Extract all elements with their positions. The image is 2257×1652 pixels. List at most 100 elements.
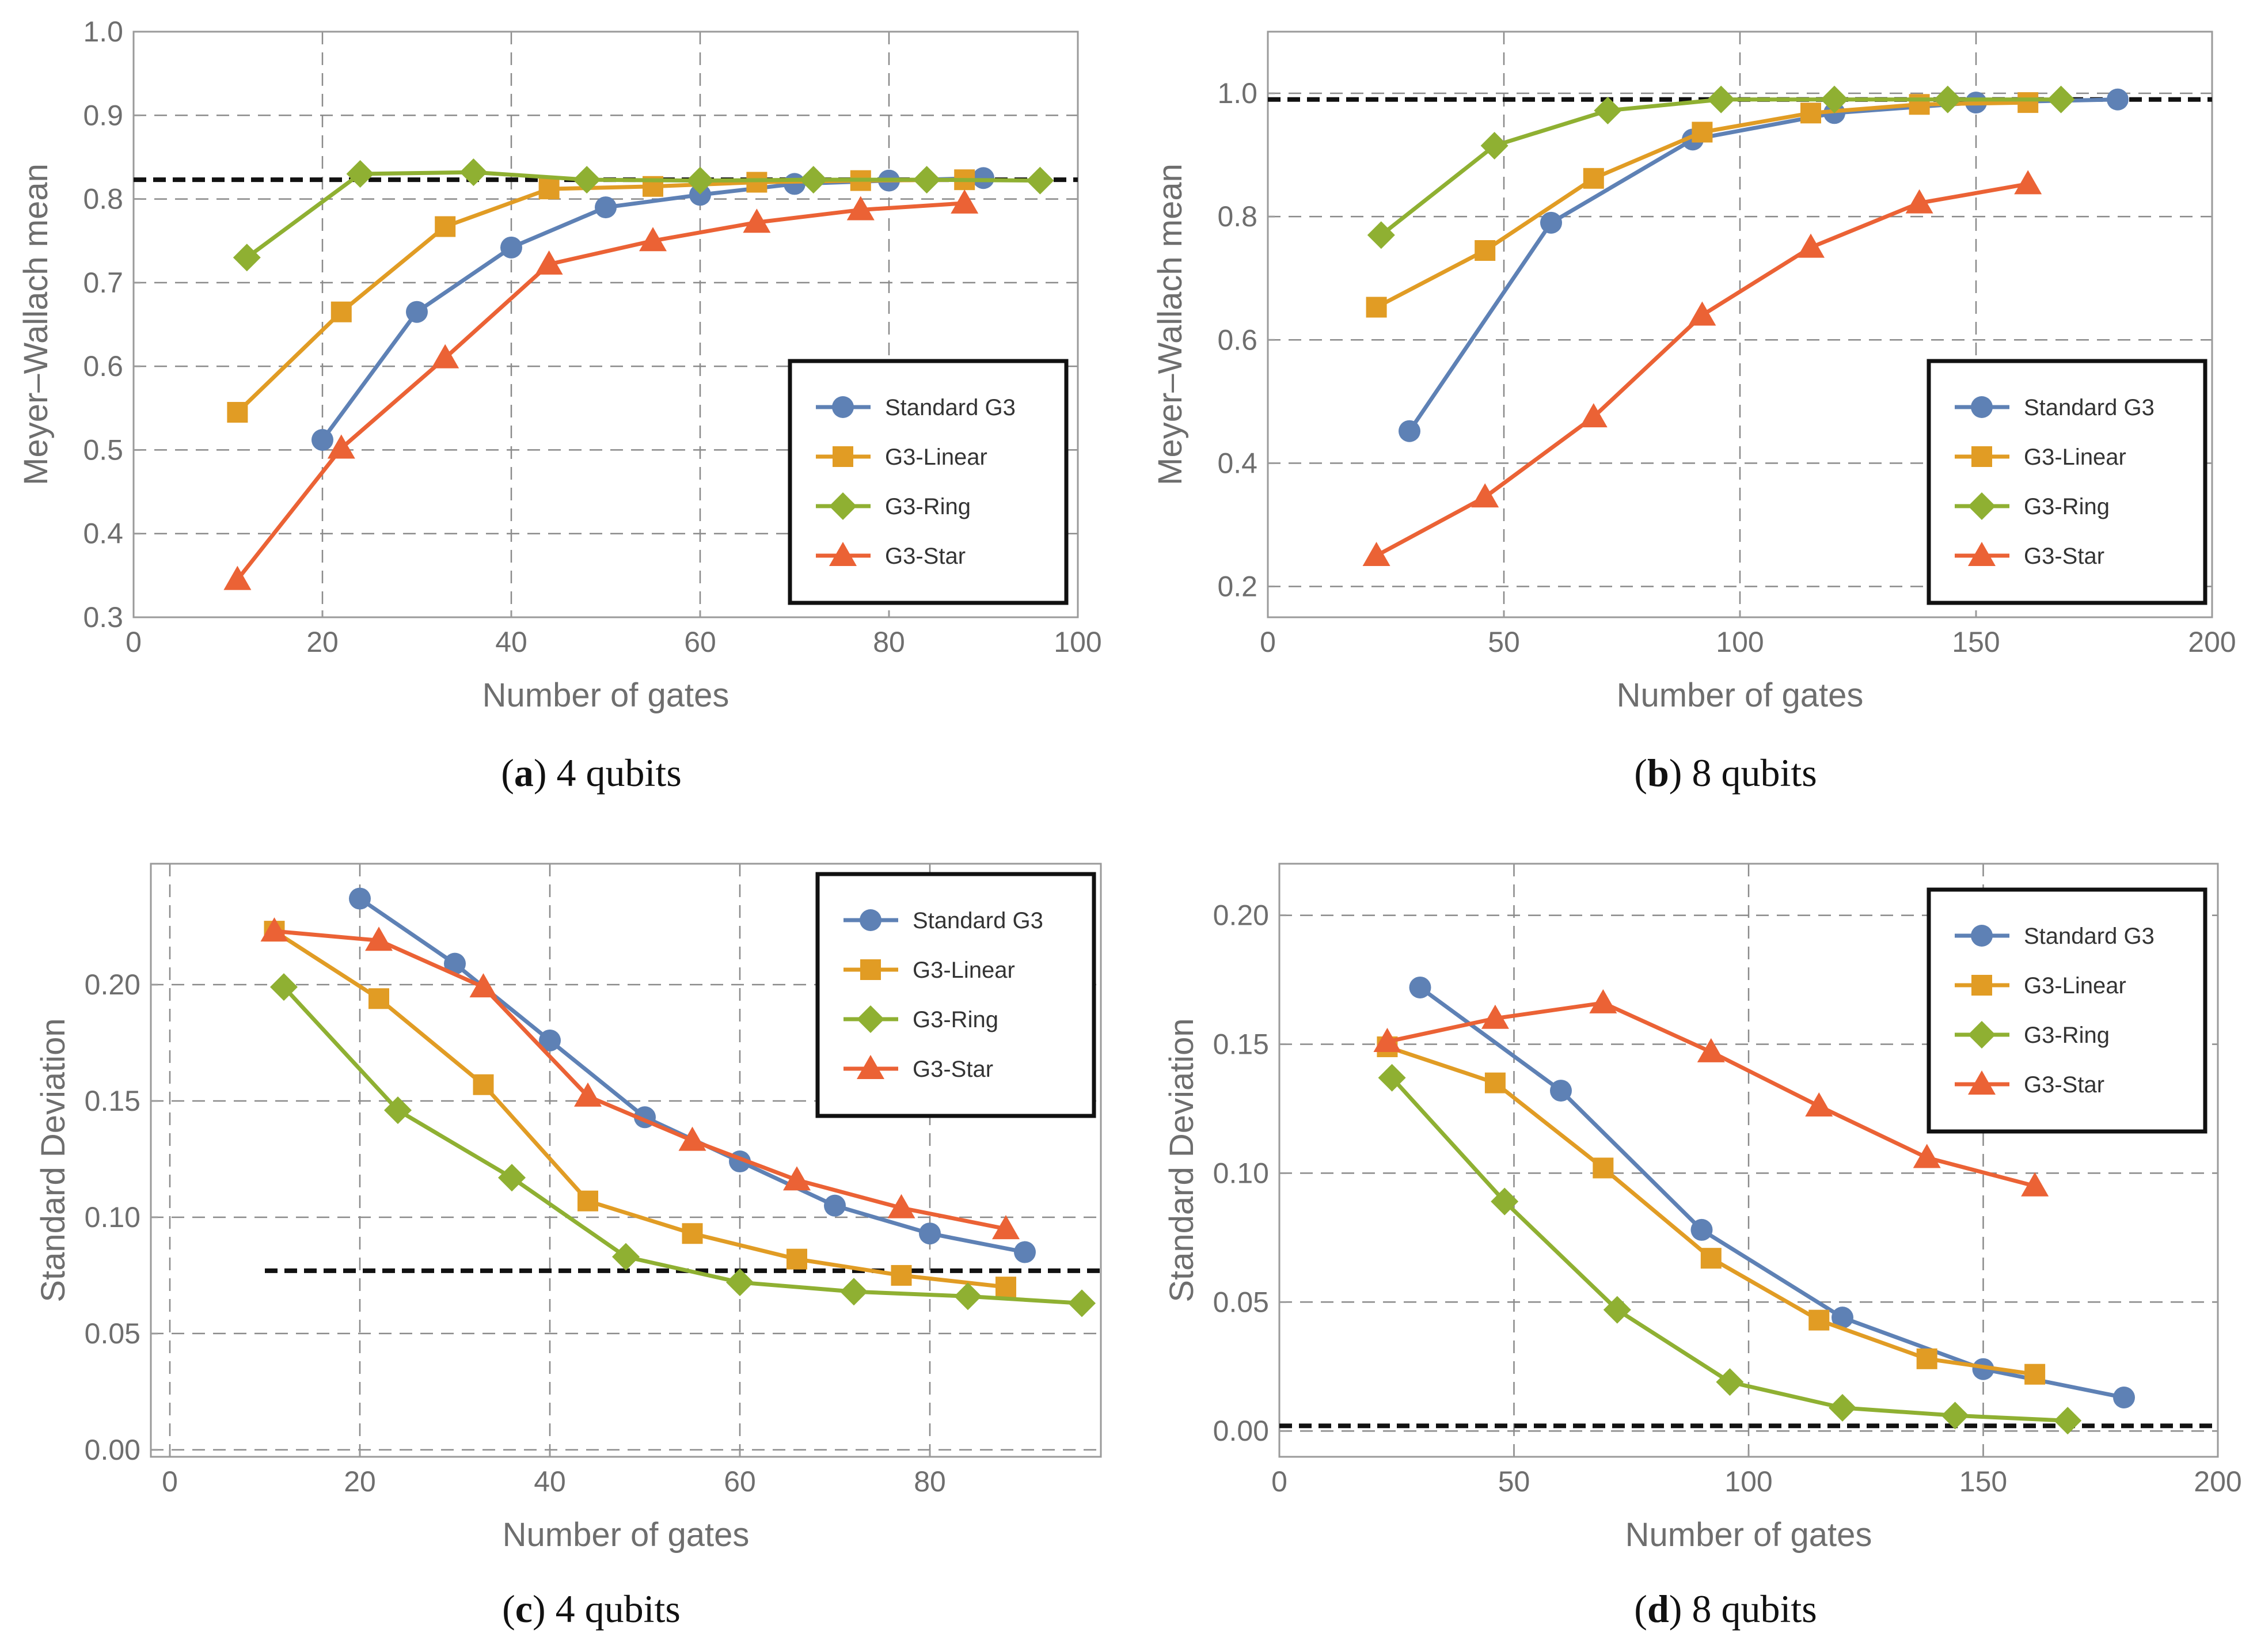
- data-point-2: [473, 1074, 494, 1095]
- x-tick-label-5: 100: [1054, 626, 1101, 658]
- x-axis-label: Number of gates: [503, 1516, 750, 1554]
- y-tick-label-2: 0.10: [1213, 1157, 1269, 1189]
- data-point-7: [1026, 166, 1054, 195]
- data-point-7: [1068, 1289, 1096, 1317]
- x-tick-label-1: 50: [1488, 626, 1520, 658]
- legend-item: G3-Linear: [843, 958, 1015, 983]
- legend-label: G3-Linear: [885, 445, 987, 470]
- y-tick-label-5: 0.8: [83, 183, 123, 215]
- data-point-6: [2021, 1172, 2049, 1197]
- caption-letter: c: [515, 1587, 533, 1631]
- caption-paren-open: (: [502, 1587, 515, 1631]
- data-point-7: [972, 167, 994, 189]
- x-tick-label-3: 150: [1952, 626, 2000, 658]
- y-axis-label: Meyer–Wallach mean: [17, 164, 55, 485]
- y-tick-label-4: 1.0: [1217, 77, 1257, 109]
- legend-label: G3-Star: [2024, 544, 2104, 569]
- data-point-4: [678, 1126, 706, 1151]
- legend-item: G3-Linear: [1955, 445, 2126, 470]
- x-tick-label-3: 60: [724, 1465, 756, 1498]
- x-tick-label-0: 0: [126, 626, 142, 658]
- series-standard-g3: [1409, 976, 2135, 1408]
- y-tick-label-2: 0.10: [85, 1201, 140, 1233]
- data-point-6: [919, 1222, 941, 1245]
- data-point-3: [1716, 1368, 1744, 1396]
- series-line: [274, 929, 1006, 1231]
- y-tick-label-1: 0.4: [1217, 447, 1257, 479]
- data-point-5: [799, 166, 827, 194]
- caption-paren-open: (: [501, 751, 514, 795]
- data-point-2: [500, 236, 522, 259]
- data-point-0: [223, 565, 252, 590]
- data-point-5: [2113, 1387, 2135, 1408]
- x-tick-label-3: 150: [1959, 1465, 2007, 1498]
- caption-text: 8 qubits: [1682, 751, 1817, 795]
- data-point-1: [1480, 132, 1509, 160]
- data-point-6: [2047, 85, 2075, 113]
- y-tick-label-4: 0.20: [1213, 899, 1269, 932]
- legend-label: G3-Ring: [2024, 494, 2110, 519]
- data-point-3: [1688, 301, 1716, 326]
- x-tick-label-2: 40: [495, 626, 527, 658]
- data-point-6: [2017, 92, 2039, 113]
- caption-paren-close: ): [1669, 751, 1682, 795]
- x-tick-label-1: 20: [306, 626, 339, 658]
- y-tick-label-0: 0.00: [1213, 1415, 1269, 1447]
- legend-item: Standard G3: [1955, 395, 2155, 420]
- legend-marker-diamond: [1968, 1021, 1996, 1049]
- y-tick-label-7: 1.0: [83, 16, 123, 48]
- y-tick-label-1: 0.05: [1213, 1286, 1269, 1318]
- data-point-1: [406, 301, 428, 323]
- data-point-2: [1594, 97, 1622, 125]
- x-tick-label-4: 200: [2188, 626, 2236, 658]
- legend-item: G3-Linear: [816, 445, 987, 470]
- data-point-0: [349, 887, 371, 910]
- y-tick-label-4: 0.20: [85, 969, 140, 1001]
- legend: Standard G3 G3-Linear G3-Ring G3-Star: [1927, 359, 2207, 605]
- data-point-6: [887, 1194, 915, 1218]
- data-point-1: [1484, 1072, 1506, 1093]
- y-axis-label: Meyer–Wallach mean: [1152, 164, 1189, 485]
- data-point-0: [270, 973, 298, 1001]
- data-point-5: [1941, 1402, 1969, 1430]
- legend-marker-square: [860, 959, 881, 980]
- chart-c: 0 20 40 60 80 0.00 0.05 0.10 0.15 0.20 Number of g…: [35, 863, 1102, 1631]
- data-point-4: [682, 1223, 703, 1244]
- caption-paren-open: (: [1634, 1587, 1647, 1631]
- data-point-2: [1593, 1157, 1614, 1179]
- data-point-4: [639, 227, 667, 252]
- data-point-5: [2107, 88, 2129, 111]
- caption-text: 4 qubits: [547, 751, 682, 795]
- data-point-2: [435, 216, 456, 237]
- series-g3-ring: [270, 973, 1096, 1317]
- data-point-0: [1366, 297, 1387, 318]
- data-point-4: [1800, 102, 1821, 124]
- legend-item: G3-Star: [1955, 542, 2104, 569]
- x-tick-label-0: 0: [1260, 626, 1276, 658]
- data-point-0: [1373, 1028, 1401, 1052]
- legend-marker-circle: [832, 396, 854, 418]
- legend-item: G3-Ring: [1955, 492, 2110, 520]
- legend-item: G3-Star: [816, 542, 966, 569]
- data-point-4: [686, 166, 714, 195]
- data-point-0: [311, 428, 333, 451]
- data-point-3: [577, 1190, 598, 1212]
- data-point-1: [1550, 1080, 1572, 1102]
- data-point-2: [539, 1029, 561, 1051]
- caption-paren-close: ): [533, 1587, 546, 1631]
- data-point-2: [498, 1164, 526, 1192]
- x-tick-label-0: 0: [1271, 1465, 1287, 1498]
- legend-label: Standard G3: [2024, 395, 2155, 420]
- y-tick-label-1: 0.05: [85, 1317, 140, 1350]
- caption-text: 8 qubits: [1682, 1587, 1817, 1631]
- data-point-5: [824, 1194, 846, 1217]
- data-point-5: [743, 208, 771, 233]
- x-tick-label-2: 40: [534, 1465, 566, 1498]
- data-point-5: [1905, 189, 1933, 214]
- data-point-7: [995, 1277, 1016, 1298]
- series-g3-star: [223, 189, 979, 590]
- caption-paren-close: ): [1669, 1587, 1682, 1631]
- chart-b: 0 50 100 150 200 0.2 0.4 0.6 0.8 1.0 Number of gat…: [1152, 31, 2236, 795]
- legend-label: G3-Star: [885, 544, 966, 569]
- y-tick-label-1: 0.4: [83, 518, 123, 550]
